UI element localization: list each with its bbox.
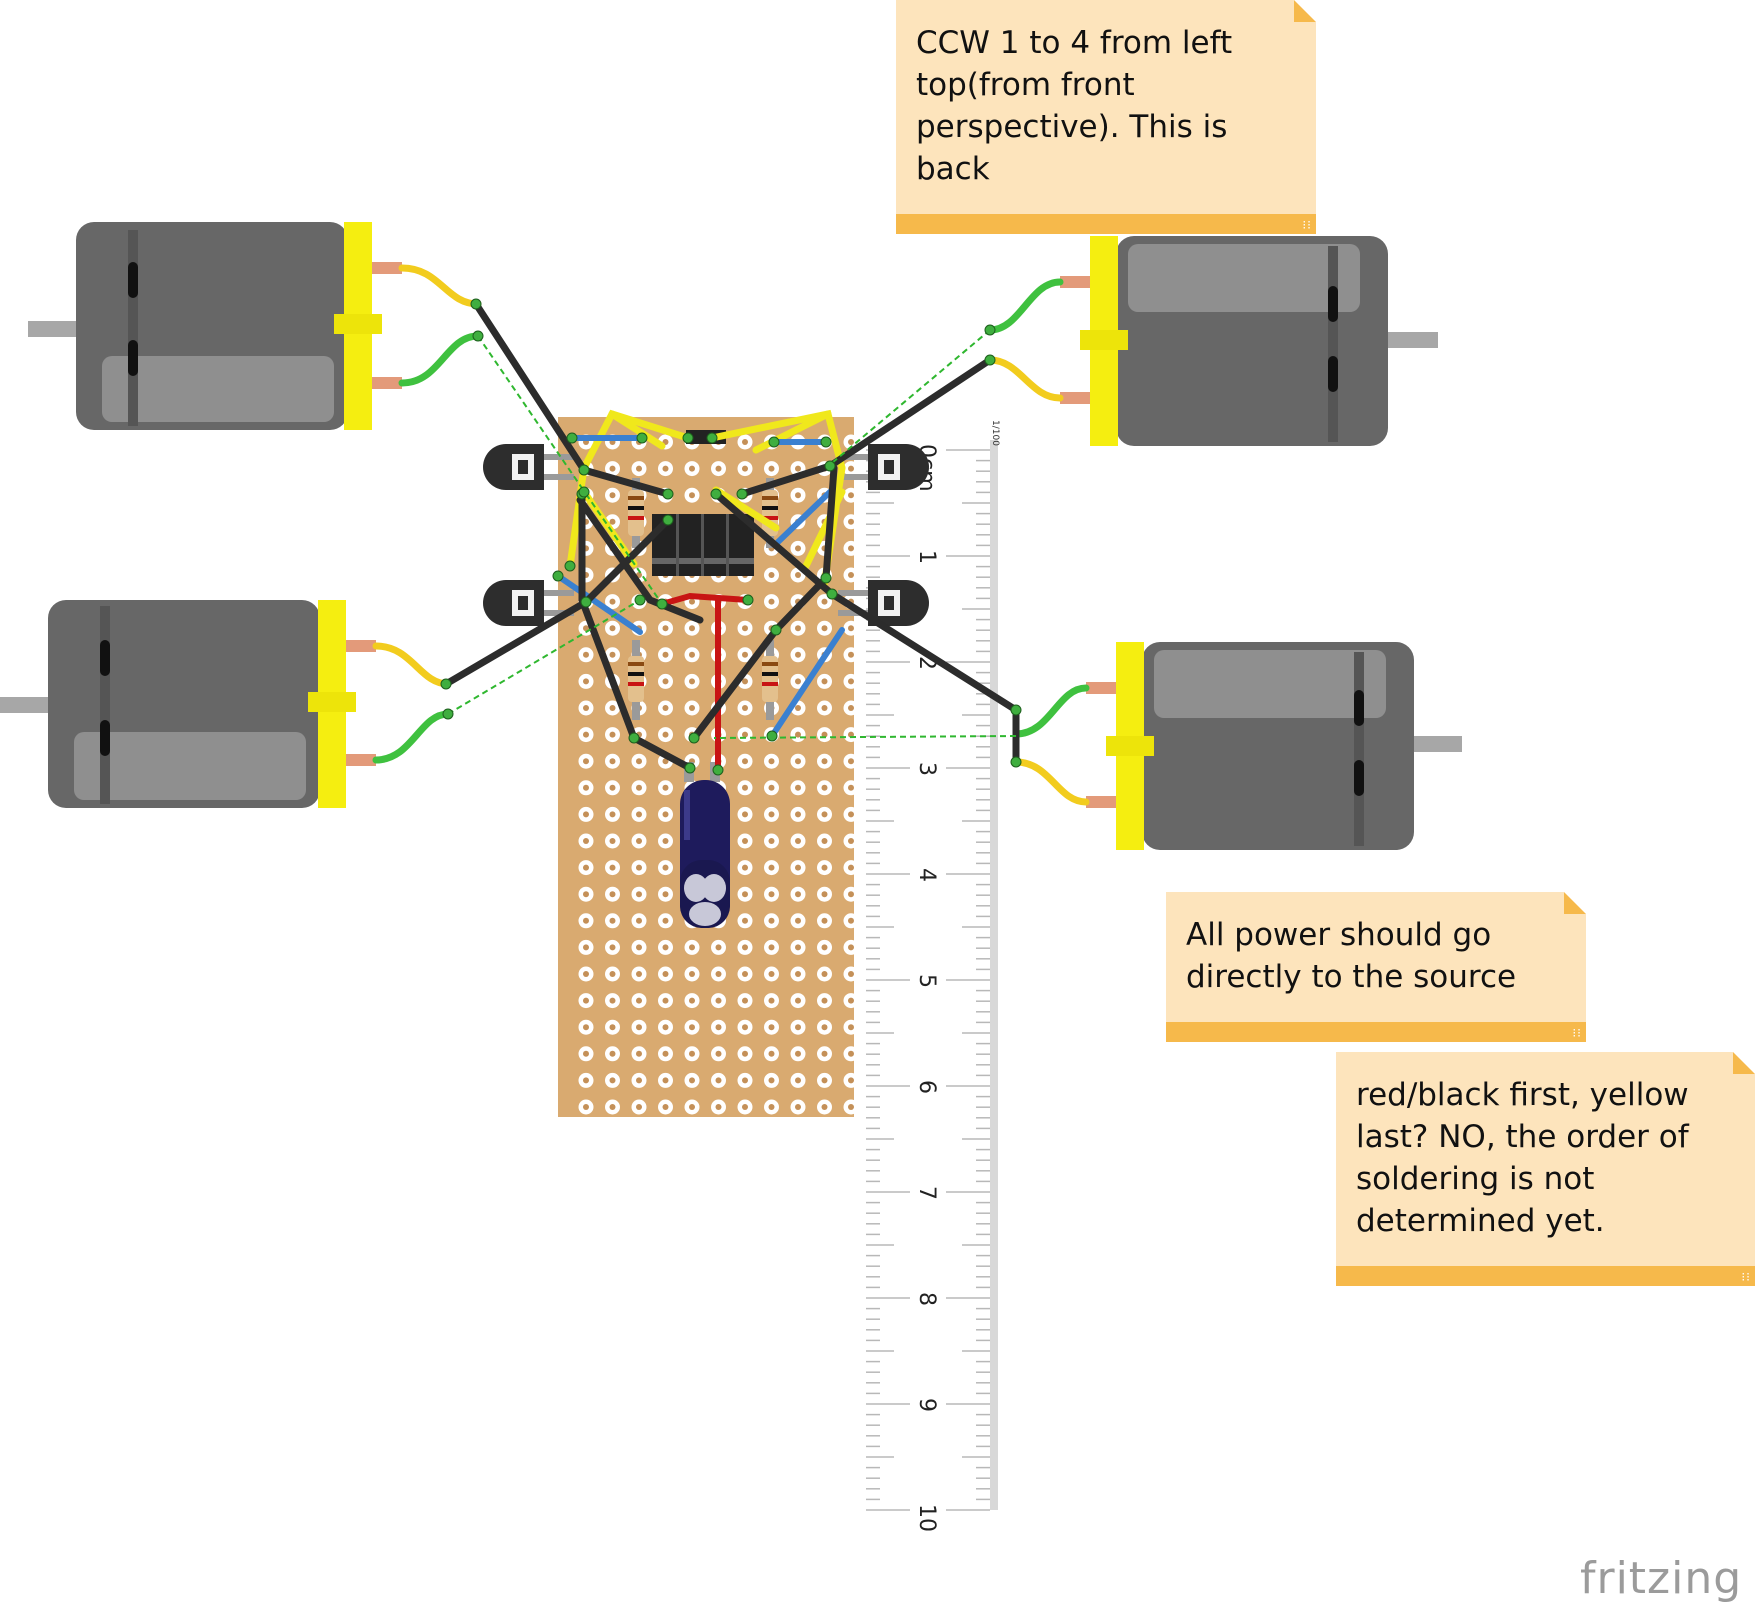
ruler-label: 4 bbox=[914, 868, 939, 882]
resize-grip-icon[interactable]: ⁝⁝ bbox=[1572, 1026, 1582, 1040]
wire-endpoint[interactable] bbox=[766, 730, 778, 742]
wire-endpoint[interactable] bbox=[662, 488, 674, 500]
note-bar bbox=[1166, 1022, 1586, 1042]
wire-endpoint[interactable] bbox=[566, 432, 578, 444]
electrolytic-capacitor[interactable] bbox=[680, 762, 730, 928]
wire-endpoint[interactable] bbox=[712, 764, 724, 776]
wire-endpoint[interactable] bbox=[656, 598, 668, 610]
wire-endpoint[interactable] bbox=[472, 330, 484, 342]
ruler-label: 6 bbox=[914, 1080, 939, 1094]
transistor-1[interactable] bbox=[483, 444, 574, 490]
wire-endpoint[interactable] bbox=[984, 324, 996, 336]
resize-grip-icon[interactable]: ⁝⁝ bbox=[1741, 1270, 1751, 1284]
note-fold-icon bbox=[1294, 0, 1316, 22]
motor-4[interactable] bbox=[1086, 642, 1462, 850]
transistor-2[interactable] bbox=[483, 580, 574, 626]
ruler-label: 3 bbox=[914, 762, 939, 776]
wire-endpoint[interactable] bbox=[736, 488, 748, 500]
ic-chip[interactable] bbox=[652, 430, 754, 576]
note-bar bbox=[896, 214, 1316, 234]
wire-endpoint[interactable] bbox=[824, 460, 836, 472]
note-bottom-text: red/black first, yellow last? NO, the or… bbox=[1356, 1077, 1689, 1239]
ratsnest-lines bbox=[447, 329, 1017, 739]
red-jumpers bbox=[659, 592, 751, 773]
motor-leads bbox=[372, 264, 1090, 806]
wire-endpoint[interactable] bbox=[742, 594, 754, 606]
wire-endpoint[interactable] bbox=[442, 708, 454, 720]
wire-endpoint[interactable] bbox=[684, 762, 696, 774]
wire-endpoint[interactable] bbox=[1010, 704, 1022, 716]
wire-endpoint[interactable] bbox=[552, 570, 564, 582]
note-bar bbox=[1336, 1266, 1755, 1286]
wire-endpoint[interactable] bbox=[770, 624, 782, 636]
transistor-4[interactable] bbox=[838, 580, 929, 626]
ruler-label: 8 bbox=[914, 1292, 939, 1306]
wire-endpoint[interactable] bbox=[628, 732, 640, 744]
ruler-label: 7 bbox=[914, 1186, 939, 1200]
wire-endpoint[interactable] bbox=[634, 594, 646, 606]
ruler-label: 9 bbox=[914, 1398, 939, 1412]
motor-3[interactable] bbox=[1060, 236, 1438, 446]
note-top[interactable]: CCW 1 to 4 from left top(from front pers… bbox=[896, 0, 1316, 234]
ruler-label: 1 bbox=[914, 550, 939, 564]
resistor-1 bbox=[628, 478, 644, 548]
wire-endpoint[interactable] bbox=[826, 588, 838, 600]
wire-endpoint[interactable] bbox=[440, 678, 452, 690]
wire-endpoint[interactable] bbox=[1010, 756, 1022, 768]
note-middle[interactable]: All power should go directly to the sour… bbox=[1166, 892, 1586, 1042]
wire-endpoint[interactable] bbox=[470, 298, 482, 310]
motor-1[interactable] bbox=[28, 222, 402, 430]
ruler-label: 10 bbox=[914, 1504, 939, 1532]
wire-endpoint[interactable] bbox=[682, 432, 694, 444]
wire-endpoint[interactable] bbox=[636, 432, 648, 444]
transistor-3[interactable] bbox=[838, 444, 929, 490]
ruler: 1/100 0cm12345678910 bbox=[866, 410, 1000, 1532]
black-jumpers bbox=[442, 300, 1020, 772]
note-top-text: CCW 1 to 4 from left top(from front pers… bbox=[916, 25, 1233, 187]
blue-jumpers bbox=[555, 435, 845, 739]
wire-endpoint[interactable] bbox=[578, 464, 590, 476]
wire-endpoint[interactable] bbox=[578, 486, 590, 498]
wire-endpoint[interactable] bbox=[706, 432, 718, 444]
motor-2[interactable] bbox=[0, 600, 376, 808]
note-middle-text: All power should go directly to the sour… bbox=[1186, 917, 1517, 995]
ruler-unit-label: 1/100 bbox=[990, 420, 1000, 446]
wire-endpoint[interactable] bbox=[984, 354, 996, 366]
wire-endpoint[interactable] bbox=[820, 572, 832, 584]
note-bottom[interactable]: red/black first, yellow last? NO, the or… bbox=[1336, 1052, 1755, 1286]
fritzing-logo: fritzing bbox=[1580, 1553, 1743, 1604]
wire-connectors bbox=[440, 298, 1022, 776]
resistor-4 bbox=[762, 640, 778, 720]
resize-grip-icon[interactable]: ⁝⁝ bbox=[1302, 218, 1312, 232]
wire-endpoint[interactable] bbox=[580, 596, 592, 608]
wire-endpoint[interactable] bbox=[710, 488, 722, 500]
resistor-3 bbox=[628, 640, 644, 720]
wire-endpoint[interactable] bbox=[662, 514, 674, 526]
wire-endpoint[interactable] bbox=[820, 436, 832, 448]
note-fold-icon bbox=[1733, 1052, 1755, 1074]
wire-endpoint[interactable] bbox=[564, 560, 576, 572]
wire-endpoint[interactable] bbox=[768, 436, 780, 448]
note-fold-icon bbox=[1564, 892, 1586, 914]
wire-endpoint[interactable] bbox=[688, 732, 700, 744]
ruler-label: 5 bbox=[914, 974, 939, 988]
